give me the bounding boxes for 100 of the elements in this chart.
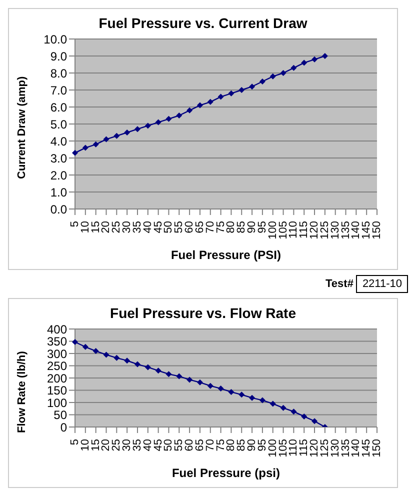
x-tick-label: 60 [184, 439, 196, 452]
x-tick-label: 40 [142, 221, 154, 234]
x-tick-label: 105 [277, 439, 290, 458]
x-tick-label: 115 [298, 221, 310, 239]
x-tick-label: 120 [308, 439, 321, 458]
point [290, 408, 297, 415]
chart-title: Fuel Pressure vs. Current Draw [98, 14, 308, 31]
point [72, 338, 78, 345]
point [218, 386, 224, 392]
point [228, 90, 234, 96]
point [228, 388, 234, 395]
x-tick-label: 95 [256, 439, 268, 452]
y-tick-label: 9.0 [50, 49, 68, 64]
x-tick-label: 25 [110, 439, 123, 452]
x-tick-label: 35 [131, 221, 144, 234]
x-tick-label: 100 [266, 439, 279, 458]
point [92, 141, 99, 148]
y-axis-title: Flow Rate (lb/h) [16, 350, 28, 433]
point [207, 98, 214, 105]
x-tick-label: 110 [288, 439, 300, 457]
x-tick-label: 80 [225, 221, 238, 234]
point [114, 354, 120, 361]
point [312, 418, 318, 424]
point [218, 94, 224, 100]
x-tick-label: 105 [277, 221, 290, 240]
x-tick-label: 90 [246, 439, 258, 452]
point [238, 87, 245, 93]
point [176, 373, 182, 380]
point [155, 119, 162, 126]
x-tick-label: 10 [79, 439, 92, 452]
y-axis-title: Current Draw (amp) [16, 76, 28, 179]
point [270, 73, 276, 80]
x-tick-label: 130 [329, 221, 342, 240]
point [249, 84, 256, 90]
x-tick-label: 20 [100, 221, 112, 234]
point [301, 413, 308, 420]
x-tick-label: 45 [152, 221, 164, 234]
x-tick-label: 85 [236, 221, 248, 234]
point [196, 379, 203, 386]
x-tick-label: 120 [308, 221, 321, 240]
point [301, 60, 308, 66]
y-tick-label: 100 [46, 396, 68, 410]
x-tick-label: 40 [142, 439, 154, 452]
y-tick-label: 10.0 [44, 32, 68, 46]
x-tick-label: 145 [360, 221, 373, 240]
y-tick-label: 200 [46, 371, 68, 386]
x-tick-label: 15 [90, 221, 102, 234]
x-tick-label: 20 [100, 439, 112, 452]
point [144, 364, 151, 370]
y-tick-label: 0.0 [50, 202, 68, 216]
y-tick-label: 1.0 [50, 185, 68, 200]
x-axis-title: Fuel Pressure (psi) [172, 466, 280, 480]
x-tick-label: 90 [246, 221, 258, 234]
point [72, 150, 78, 156]
y-tick-label: 400 [46, 322, 68, 336]
x-tick-label: 55 [173, 221, 186, 234]
x-tick-label: 135 [340, 221, 352, 240]
text: 2211-10 [356, 275, 408, 293]
point [238, 392, 245, 398]
x-tick-label: 125 [318, 439, 331, 458]
point [312, 56, 318, 62]
point [280, 70, 286, 76]
point [134, 126, 140, 132]
x-tick-label: 95 [256, 221, 268, 234]
y-tick-label: 300 [46, 346, 68, 361]
x-tick-label: 5 [69, 221, 81, 228]
point [166, 371, 172, 378]
x-tick-label: 50 [162, 439, 175, 452]
y-tick-label: 350 [46, 334, 68, 349]
point [186, 376, 193, 383]
point [290, 64, 297, 71]
point [270, 400, 276, 407]
point [176, 112, 182, 118]
x-tick-label: 125 [318, 221, 331, 240]
y-tick-label: 5.0 [50, 117, 68, 132]
point [259, 78, 266, 84]
point [166, 116, 172, 122]
point [124, 130, 130, 136]
x-tick-label: 145 [360, 439, 373, 458]
point [103, 136, 110, 142]
x-tick-label: 115 [298, 439, 310, 457]
x-tick-label: 10 [79, 221, 92, 234]
text: Test# [326, 278, 354, 290]
point [280, 404, 286, 411]
x-tick-label: 45 [152, 439, 164, 452]
point [144, 122, 151, 129]
point [134, 361, 140, 368]
point [155, 368, 162, 374]
point [186, 107, 193, 114]
x-tick-label: 55 [173, 439, 186, 452]
point [92, 348, 99, 354]
point [207, 382, 214, 389]
x-tick-label: 30 [121, 221, 134, 234]
y-tick-label: 2.0 [50, 168, 68, 182]
chart-title: Fuel Pressure vs. Flow Rate [109, 304, 297, 321]
point [322, 53, 328, 59]
y-tick-label: 8.0 [50, 66, 68, 80]
point [82, 344, 88, 350]
y-tick-label: 6.0 [50, 100, 68, 114]
x-tick-label: 50 [162, 221, 175, 234]
